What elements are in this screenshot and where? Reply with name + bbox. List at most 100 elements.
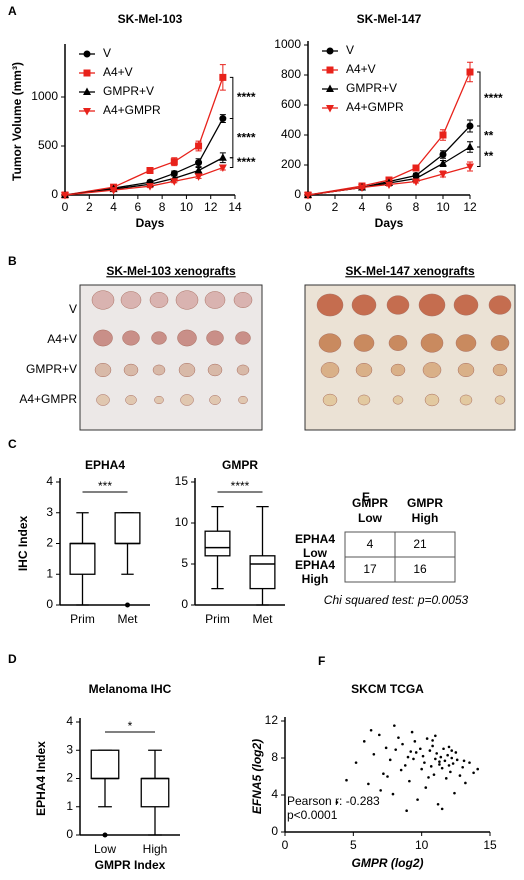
point: [367, 782, 370, 786]
x-tick-label: 6: [386, 200, 393, 214]
row-header: Low: [303, 546, 328, 560]
y-tick-label: 500: [38, 138, 58, 152]
marker: [146, 183, 154, 191]
point: [369, 728, 373, 732]
significance-bracket: [477, 125, 481, 148]
marker: [439, 159, 447, 167]
x-tick-label: 2: [332, 200, 339, 214]
significance-bracket: [229, 118, 234, 159]
tumor: [235, 331, 251, 345]
marker: [170, 169, 178, 177]
point: [423, 761, 426, 764]
point: [397, 736, 400, 739]
tumor: [123, 363, 139, 377]
marker: [109, 187, 118, 195]
tumor: [154, 395, 164, 405]
chart-title: Melanoma IHC: [89, 682, 172, 696]
point: [354, 761, 358, 764]
x-tick-label: 10: [415, 838, 429, 852]
outlier: [102, 832, 108, 838]
marker: [146, 167, 154, 174]
series-line: [307, 71, 471, 196]
y-tick-label: 800: [281, 67, 301, 81]
y-axis-label: EPHA4 Index: [34, 741, 48, 816]
tumor: [488, 295, 512, 315]
point: [434, 757, 437, 761]
point: [440, 807, 444, 811]
point: [421, 754, 425, 758]
tumor: [351, 294, 377, 316]
y-tick-label: 4: [46, 474, 53, 488]
outlier: [125, 602, 130, 608]
y-tick-label: 2: [46, 536, 53, 550]
series-line: [307, 165, 471, 196]
significance-bracket: [477, 146, 481, 167]
marker: [466, 68, 474, 76]
tumor: [96, 394, 110, 406]
marker: [194, 166, 203, 174]
point: [393, 724, 396, 727]
x-tick-label: 0: [305, 200, 312, 214]
y-tick-label: 10: [175, 515, 189, 529]
whisker: [98, 778, 112, 808]
point: [453, 791, 456, 795]
panel-label: D: [8, 652, 17, 666]
whisker: [256, 505, 269, 556]
tumor: [238, 395, 248, 405]
point: [382, 772, 385, 776]
point: [409, 750, 413, 753]
y-tick-label: 600: [281, 97, 301, 111]
marker: [219, 73, 227, 81]
column-header: Low: [358, 511, 383, 525]
chart-title: SK-Mel-103: [118, 12, 183, 26]
point: [394, 748, 398, 751]
point: [447, 745, 451, 749]
point: [468, 761, 471, 764]
point: [455, 758, 459, 762]
marker: [195, 159, 203, 167]
x-axis-label: GMPR (log2): [352, 856, 424, 870]
point: [438, 760, 441, 763]
box: [249, 555, 276, 590]
point: [410, 730, 414, 734]
point: [403, 764, 407, 767]
tumor: [455, 334, 477, 352]
y-tick-label: 0: [51, 187, 58, 201]
panel-label: F: [318, 654, 325, 668]
marker: [466, 122, 474, 130]
x-tick-label: 14: [228, 200, 242, 214]
marker: [385, 181, 393, 189]
x-axis-label: GMPR Index: [95, 858, 166, 872]
x-tick-label: 12: [204, 200, 218, 214]
tumor: [316, 293, 344, 317]
tumor: [459, 394, 473, 406]
legend-label: V: [346, 43, 354, 57]
tumor: [492, 363, 508, 377]
point: [449, 770, 452, 774]
point: [427, 776, 430, 779]
significance-label: ****: [237, 155, 256, 169]
point: [401, 742, 404, 746]
x-tick-label: 4: [359, 200, 366, 214]
box: [204, 530, 231, 557]
photo-title: SK-Mel-103 xenografts: [106, 264, 236, 278]
point: [438, 763, 441, 766]
tumor: [204, 291, 226, 309]
significance-label: ***: [98, 479, 112, 493]
y-tick-label: 2: [66, 771, 73, 785]
point: [406, 755, 410, 759]
significance-bracket: [229, 76, 234, 120]
point: [416, 798, 419, 801]
marker: [304, 192, 312, 200]
whisker: [256, 588, 269, 606]
marker: [439, 131, 447, 139]
chart-title: SK-Mel-147: [357, 12, 422, 26]
marker: [170, 158, 178, 166]
tumor: [318, 333, 342, 353]
series-line: [64, 118, 224, 196]
panel-label: E: [362, 490, 370, 504]
column-header: GMPR: [352, 496, 388, 510]
point: [379, 789, 382, 792]
tumor: [236, 364, 250, 376]
box: [114, 512, 141, 545]
